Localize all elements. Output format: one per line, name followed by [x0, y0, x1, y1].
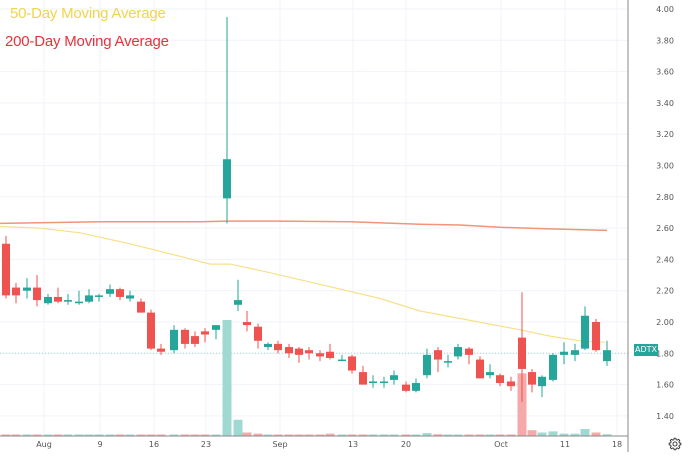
x-tick-label: 16	[149, 440, 159, 449]
x-tick-label: 23	[201, 440, 211, 449]
y-tick-label: 3.00	[656, 162, 674, 171]
y-tick-label: 3.60	[656, 68, 674, 77]
x-tick-label: Sep	[272, 440, 287, 449]
grid-lines	[0, 0, 628, 436]
time-axis[interactable]: Aug 9 16 23 Sep 13 20 Oct 11 18	[36, 440, 622, 449]
x-tick-label: Oct	[494, 440, 508, 449]
y-tick-label: 1.40	[656, 412, 674, 421]
gear-icon[interactable]	[668, 436, 682, 451]
y-tick-label: 3.20	[656, 130, 674, 139]
y-tick-label: 2.20	[656, 287, 674, 296]
volume-bars	[1, 320, 612, 436]
ma50-line	[0, 225, 606, 343]
x-tick-label: 18	[612, 440, 622, 449]
candles	[2, 16, 611, 402]
x-tick-label: Aug	[36, 440, 52, 449]
y-tick-label: 2.60	[656, 224, 674, 233]
y-tick-label: 2.00	[656, 318, 674, 327]
price-axis[interactable]: 4.00 3.80 3.60 3.40 3.20 3.00 2.80 2.60 2.40 2.20…	[656, 5, 674, 421]
legend-ma200: 200-Day Moving Average	[5, 33, 169, 50]
y-tick-label: 4.00	[656, 5, 674, 14]
y-tick-label: 1.80	[656, 349, 674, 358]
x-tick-label: 9	[97, 440, 102, 449]
ma200-line	[0, 220, 608, 232]
x-tick-label: 11	[560, 440, 570, 449]
y-tick-label: 2.40	[656, 255, 674, 264]
y-tick-label: 3.80	[656, 36, 674, 45]
last-price-badge: ADTX	[634, 344, 658, 356]
legend-ma50: 50-Day Moving Average	[10, 5, 166, 22]
y-tick-label: 2.80	[656, 193, 674, 202]
x-tick-label: 20	[401, 440, 411, 449]
x-tick-label: 13	[348, 440, 358, 449]
axes	[0, 0, 629, 452]
y-tick-label: 1.60	[656, 381, 674, 390]
y-tick-label: 3.40	[656, 99, 674, 108]
